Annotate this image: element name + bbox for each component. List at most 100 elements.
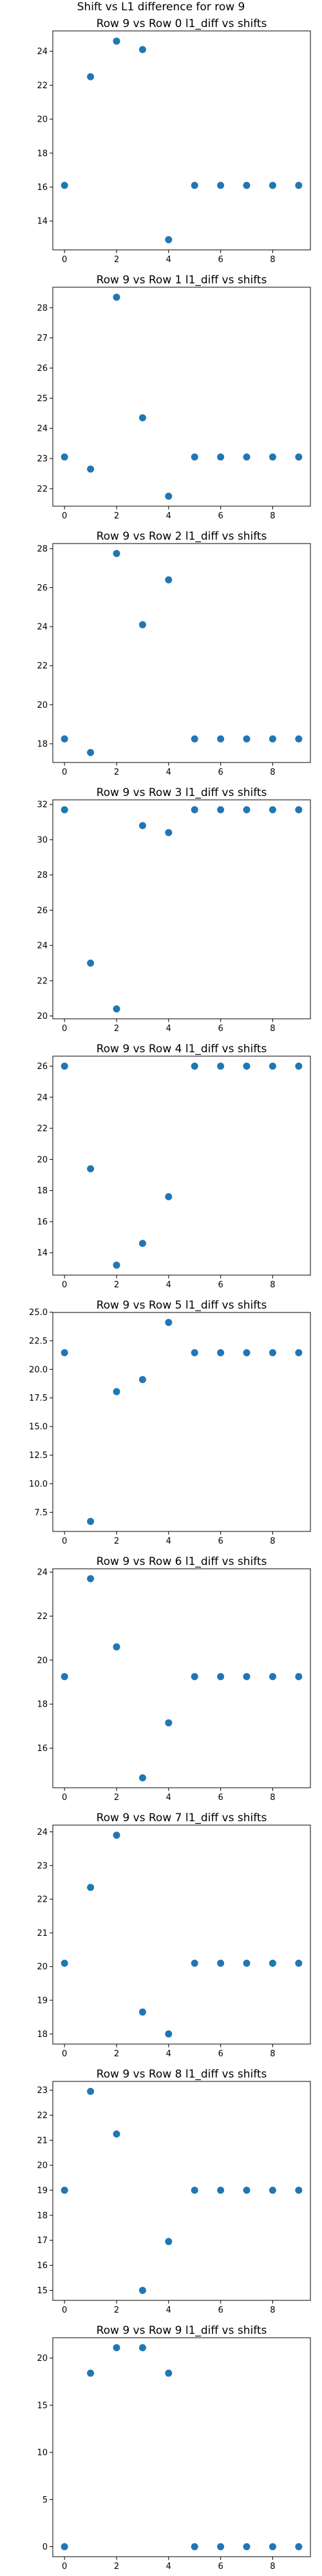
data-point [165,829,173,837]
data-point [217,1959,225,1967]
y-tick-label: 21 [37,1929,48,1938]
y-tick-label: 16 [37,1217,48,1227]
y-tick-label: 22 [37,661,48,671]
x-tick-label: 4 [166,2049,171,2059]
data-point [295,735,303,743]
y-tick-label: 10 [37,2448,48,2458]
y-tick-label: 16 [37,183,48,193]
x-tick-label: 2 [114,1280,119,1290]
data-point [113,293,120,301]
y-tick-label: 5 [43,2496,48,2505]
panel-title: Row 9 vs Row 3 l1_diff vs shifts [97,786,267,799]
x-tick-label: 4 [166,1537,171,1546]
data-point [61,2186,68,2194]
data-point [87,73,95,80]
plot-frame [52,2081,311,2301]
data-point [191,453,198,461]
y-tick-label: 24 [37,1568,48,1578]
y-tick-label: 22 [37,976,48,986]
plot-frame [52,1056,311,1276]
data-point [165,236,173,243]
y-tick-label: 20 [37,115,48,125]
data-point [113,2130,120,2138]
data-point [138,2286,146,2294]
x-tick-label: 6 [218,2306,223,2315]
y-tick-label: 14 [37,217,48,227]
data-point [113,37,120,45]
x-tick-label: 6 [218,511,223,521]
data-point [269,735,276,743]
y-tick-label: 20 [37,1656,48,1665]
panel-title: Row 9 vs Row 6 l1_diff vs shifts [97,1555,267,1568]
x-tick-label: 6 [218,2562,223,2571]
data-point [113,1005,120,1013]
data-point [191,735,198,743]
x-tick-label: 0 [62,768,67,777]
y-tick-label: 20 [37,1962,48,1972]
data-point [113,1832,120,1839]
x-tick-label: 2 [114,1024,119,1034]
x-tick-label: 8 [270,511,275,521]
data-point [138,1774,146,1782]
x-tick-label: 8 [270,1537,275,1546]
data-point [295,1672,303,1680]
data-point [243,1349,251,1357]
data-point [191,1349,198,1357]
y-tick-label: 26 [37,906,48,916]
data-point [165,2030,173,2038]
x-tick-label: 8 [270,255,275,265]
y-tick-label: 24 [37,1828,48,1837]
y-tick-label: 26 [37,364,48,374]
x-tick-label: 2 [114,768,119,777]
data-point [165,493,173,500]
y-tick-label: 24 [37,1093,48,1103]
data-point [243,453,251,461]
y-tick-label: 19 [37,2186,48,2196]
data-point [165,2369,173,2377]
data-point [138,2344,146,2352]
y-tick-label: 18 [37,1186,48,1196]
data-point [243,2186,251,2194]
x-tick-label: 8 [270,1280,275,1290]
data-point [269,1959,276,1967]
data-point [87,1165,95,1173]
y-tick-label: 30 [37,835,48,845]
y-tick-label: 28 [37,871,48,880]
y-tick-label: 28 [37,303,48,313]
y-tick-label: 16 [37,2261,48,2271]
y-tick-label: 22.5 [29,1336,48,1346]
data-point [243,1062,251,1070]
x-tick-label: 6 [218,1793,223,1803]
plot-frame [52,2337,311,2557]
data-point [243,806,251,813]
y-tick-label: 0 [43,2543,48,2552]
y-tick-label: 22 [37,484,48,494]
data-point [295,806,303,813]
x-tick-label: 0 [62,1024,67,1034]
y-tick-label: 18 [37,739,48,749]
data-point [217,453,225,461]
panel-title: Row 9 vs Row 4 l1_diff vs shifts [97,1043,267,1056]
y-tick-label: 24 [37,942,48,951]
y-tick-label: 20.0 [29,1365,48,1375]
x-tick-label: 8 [270,2049,275,2059]
data-point [113,1262,120,1269]
data-point [269,1672,276,1680]
data-point [217,182,225,189]
data-point [217,2543,225,2550]
data-point [295,1062,303,1070]
panel-title: Row 9 vs Row 7 l1_diff vs shifts [97,1812,267,1824]
data-point [243,1672,251,1680]
x-tick-label: 2 [114,2562,119,2571]
data-point [138,1376,146,1383]
data-point [138,822,146,829]
plot-frame [52,1568,311,1788]
data-point [217,2186,225,2194]
data-point [295,2543,303,2550]
x-tick-label: 4 [166,255,171,265]
x-tick-label: 8 [270,2306,275,2315]
